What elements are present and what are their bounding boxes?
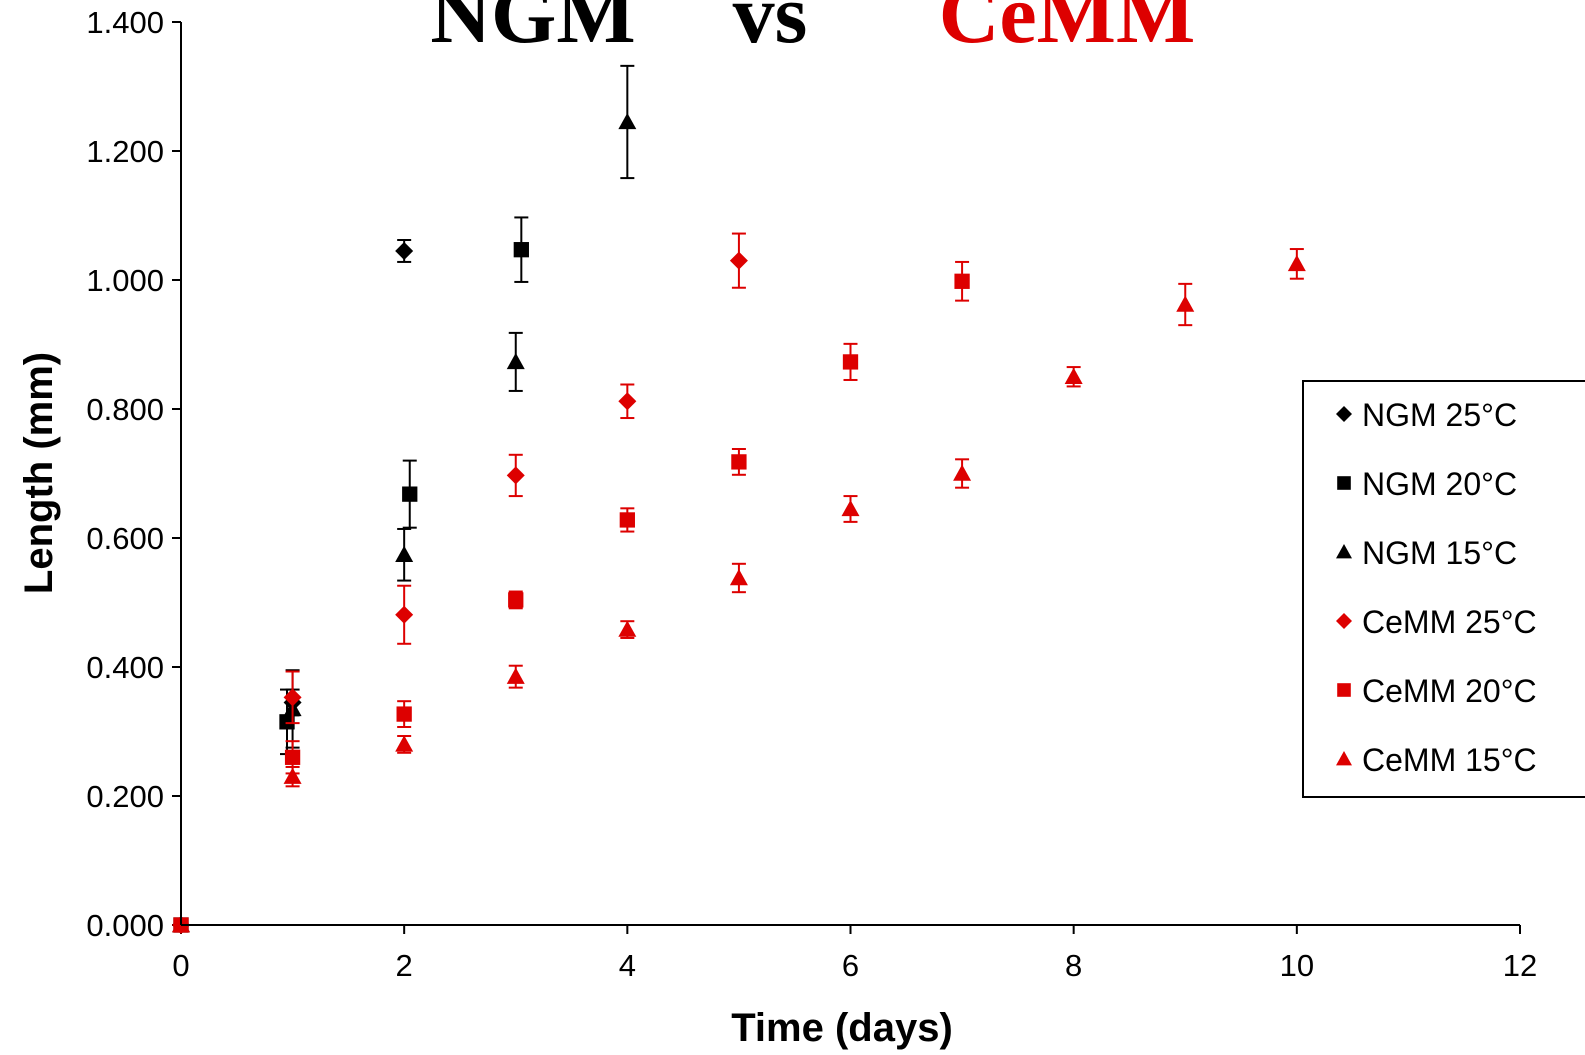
- y-tick-label: 1.400: [86, 5, 164, 40]
- legend-marker: [1337, 683, 1351, 697]
- data-point: [284, 749, 301, 765]
- data-point: [731, 454, 747, 470]
- chart-title-part-vs: vs: [733, 0, 808, 61]
- data-point: [395, 241, 414, 260]
- data-point: [402, 486, 418, 502]
- y-tick-label: 0.200: [86, 779, 164, 814]
- data-point: [279, 714, 295, 730]
- series-1: [173, 216, 529, 933]
- legend-label: NGM 20°C: [1362, 466, 1517, 502]
- data-point: [1287, 254, 1306, 272]
- legend-label: NGM 25°C: [1362, 397, 1517, 433]
- legend-label: CeMM 15°C: [1362, 742, 1537, 778]
- legend-entry: CeMM 20°C: [1337, 673, 1537, 709]
- data-point: [395, 545, 414, 562]
- data-point: [618, 112, 637, 130]
- data-point: [729, 251, 748, 270]
- data-point: [395, 605, 414, 624]
- data-point: [506, 466, 525, 485]
- legend-box: [1302, 380, 1585, 798]
- chart-title: NGM vs CeMM: [430, 0, 1195, 61]
- legend-marker: [1336, 751, 1352, 766]
- data-point: [1176, 295, 1195, 312]
- series-4: [173, 260, 970, 933]
- data-point: [619, 512, 635, 528]
- data-point: [729, 568, 748, 586]
- data-marks: [172, 64, 1306, 934]
- data-point: [396, 706, 412, 722]
- legend-entry: CeMM 15°C: [1336, 742, 1537, 778]
- y-tick-label: 0.400: [86, 650, 164, 685]
- chart-title-part-cemm: CeMM: [939, 0, 1196, 61]
- data-point: [842, 354, 859, 370]
- data-point: [954, 273, 970, 289]
- x-axis-title: Time (days): [731, 1006, 953, 1050]
- legend-marker: [1336, 544, 1352, 559]
- x-tick-label: 12: [1503, 948, 1537, 983]
- y-axis-title: Length (mm): [17, 352, 61, 594]
- series-3: [172, 232, 748, 934]
- y-tick-label: 0.800: [86, 392, 164, 427]
- legend-label: CeMM 20°C: [1362, 673, 1537, 709]
- x-tick-label: 0: [172, 948, 189, 983]
- data-point: [618, 620, 637, 637]
- y-tick-label: 1.200: [86, 134, 164, 169]
- legend-marker: [1336, 406, 1352, 422]
- data-point: [1064, 367, 1083, 384]
- data-point: [506, 352, 525, 370]
- x-tick-label: 10: [1280, 948, 1314, 983]
- y-tick-label: 0.600: [86, 521, 164, 556]
- chart-title-part-ngm: NGM: [430, 0, 635, 61]
- legend: NGM 25°C NGM 20°C NGM 15°C CeMM 25°C CeMM 20…: [1302, 380, 1585, 798]
- data-point: [508, 592, 524, 608]
- data-point: [953, 464, 972, 481]
- legend-entry: NGM 20°C: [1337, 466, 1517, 502]
- data-point: [618, 392, 637, 411]
- legend-marker: [1337, 476, 1351, 490]
- y-tick-label: 1.000: [86, 263, 164, 298]
- x-tick-label: 2: [396, 948, 413, 983]
- legend-label: CeMM 25°C: [1362, 604, 1537, 640]
- legend-entry: NGM 25°C: [1336, 397, 1517, 433]
- axis-ticks: 0.000 0.200 0.400 0.600 0.800 1.000 1.200 1.400…: [86, 5, 1537, 983]
- legend-entry: NGM 15°C: [1336, 535, 1517, 571]
- data-point: [513, 242, 529, 258]
- y-tick-label: 0.000: [86, 908, 164, 943]
- series-5: [172, 248, 1306, 933]
- data-point: [395, 735, 414, 752]
- series-0: [172, 239, 414, 934]
- legend-label: NGM 15°C: [1362, 535, 1517, 571]
- data-point: [841, 499, 860, 517]
- legend-entry: CeMM 25°C: [1336, 604, 1537, 640]
- data-point: [283, 688, 302, 707]
- data-point: [506, 667, 525, 684]
- x-tick-label: 6: [842, 948, 859, 983]
- legend-marker: [1336, 613, 1352, 629]
- data-point: [283, 767, 302, 784]
- x-tick-label: 8: [1065, 948, 1082, 983]
- x-tick-label: 4: [619, 948, 636, 983]
